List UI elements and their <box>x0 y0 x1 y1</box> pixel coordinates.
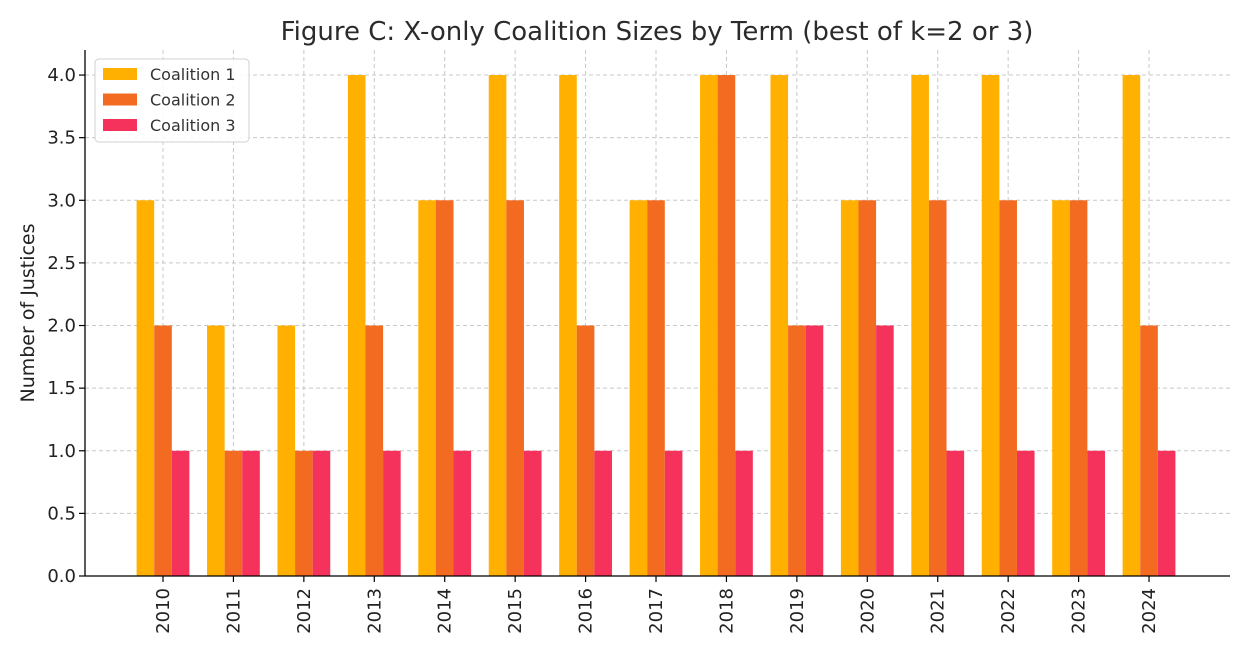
y-tick-label: 0.0 <box>47 566 76 587</box>
legend-label: Coalition 3 <box>150 116 236 135</box>
bars-layer <box>136 75 1176 577</box>
axes-layer: 0.0 0.5 1.0 1.5 2.0 2.5 3.0 3.5 4.0 2010 2011 2012 2… <box>47 50 1230 634</box>
bar-coalition-2 <box>154 325 172 576</box>
x-tick-label: 2016 <box>576 588 597 634</box>
bar-coalition-2 <box>928 200 947 577</box>
bar-coalition-3 <box>805 325 824 576</box>
x-tick-label: 2017 <box>646 588 667 634</box>
x-tick-label: 2022 <box>998 588 1019 634</box>
legend-label: Coalition 2 <box>150 91 236 110</box>
x-tick-label: 2024 <box>1139 588 1160 634</box>
bar-coalition-1 <box>1052 200 1070 577</box>
bar-coalition-2 <box>999 200 1017 577</box>
bar-coalition-2 <box>295 450 313 576</box>
x-tick-label: 2013 <box>364 588 385 634</box>
bar-coalition-2 <box>647 200 665 577</box>
bar-coalition-3 <box>1157 450 1176 576</box>
bar-coalition-3 <box>594 450 612 576</box>
x-tick-label: 2015 <box>505 588 526 634</box>
bar-coalition-2 <box>506 200 524 577</box>
legend-label: Coalition 1 <box>150 65 236 84</box>
bar-coalition-3 <box>523 450 542 576</box>
y-tick-label: 0.5 <box>47 503 76 524</box>
bar-coalition-2 <box>435 200 454 577</box>
bar-coalition-1 <box>559 75 577 577</box>
legend: Coalition 1 Coalition 2 Coalition 3 <box>94 58 250 143</box>
legend-swatch <box>103 93 137 106</box>
bar-coalition-3 <box>1016 450 1035 576</box>
bar-coalition-1 <box>488 75 507 577</box>
bar-coalition-3 <box>735 450 753 576</box>
x-tick-label: 2023 <box>1069 588 1090 634</box>
y-tick-label: 1.5 <box>47 378 76 399</box>
y-tick-label: 2.5 <box>47 253 76 274</box>
chart-title: Figure C: X-only Coalition Sizes by Term… <box>281 17 1034 47</box>
bar-coalition-2 <box>1069 200 1088 577</box>
bar-coalition-3 <box>171 450 190 576</box>
x-tick-label: 2010 <box>153 588 174 634</box>
y-tick-label: 4.0 <box>47 65 76 86</box>
bar-coalition-2 <box>858 200 877 577</box>
bar-coalition-1 <box>207 325 225 576</box>
bar-coalition-1 <box>347 75 366 577</box>
legend-swatch <box>103 68 137 80</box>
bar-coalition-3 <box>453 450 472 576</box>
bar-coalition-3 <box>664 450 683 576</box>
y-tick-label: 2.0 <box>47 316 76 337</box>
x-tick-label: 2012 <box>294 588 315 634</box>
bar-coalition-3 <box>1087 450 1105 576</box>
bar-coalition-2 <box>576 325 595 576</box>
bar-coalition-1 <box>981 75 1000 577</box>
bar-coalition-2 <box>1140 325 1158 576</box>
bar-coalition-3 <box>946 450 965 576</box>
bar-coalition-2 <box>365 325 384 576</box>
x-tick-label: 2019 <box>787 588 808 634</box>
y-tick-label: 3.0 <box>47 190 76 211</box>
x-tick-label: 2021 <box>928 588 949 634</box>
bar-coalition-2 <box>717 75 736 577</box>
x-tick-label: 2020 <box>857 588 878 634</box>
bar-coalition-2 <box>224 450 243 576</box>
bar-coalition-1 <box>136 200 155 577</box>
bar-coalition-1 <box>700 75 718 577</box>
bar-coalition-1 <box>770 75 789 577</box>
bar-coalition-1 <box>911 75 929 577</box>
bar-coalition-3 <box>312 450 331 576</box>
bar-coalition-3 <box>876 325 894 576</box>
bar-coalition-3 <box>242 450 260 576</box>
bar-coalition-1 <box>277 325 296 576</box>
y-tick-label: 1.0 <box>47 441 76 462</box>
x-tick-label: 2011 <box>223 588 244 634</box>
bar-coalition-3 <box>383 450 401 576</box>
legend-swatch <box>103 119 137 131</box>
bar-coalition-1 <box>840 200 859 577</box>
y-axis-label: Number of Justices <box>17 223 39 402</box>
x-tick-label: 2018 <box>716 588 737 634</box>
x-tick-label: 2014 <box>435 588 456 634</box>
bar-coalition-1 <box>418 200 436 577</box>
bar-coalition-1 <box>629 200 648 577</box>
bar-coalition-1 <box>1122 75 1141 577</box>
y-tick-label: 3.5 <box>47 128 76 149</box>
bar-coalition-2 <box>788 325 806 576</box>
